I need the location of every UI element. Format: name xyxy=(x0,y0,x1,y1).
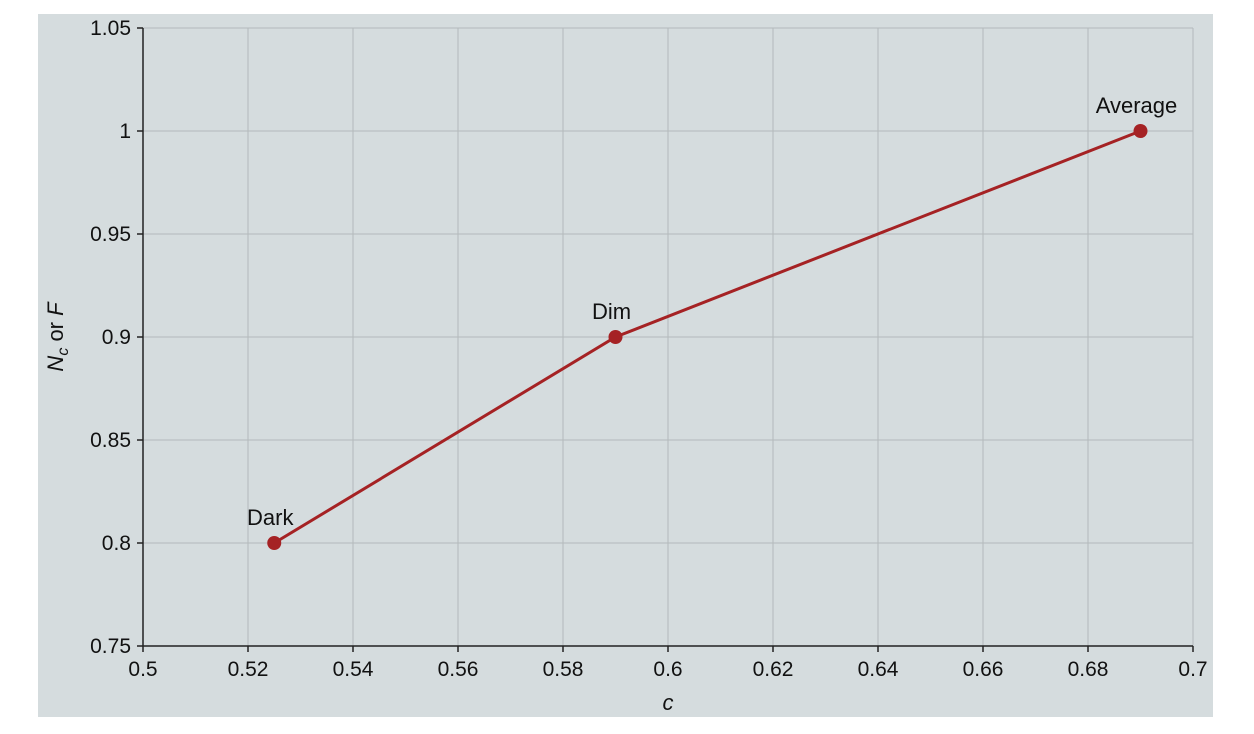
plot-background xyxy=(38,14,1213,717)
series xyxy=(267,124,1148,550)
x-tick-label: 0.5 xyxy=(128,658,157,681)
data-point xyxy=(608,330,623,344)
data-point xyxy=(267,536,282,550)
x-tick-label: 0.64 xyxy=(858,658,899,681)
y-tick-label: 0.85 xyxy=(90,429,131,452)
x-tick-label: 0.56 xyxy=(438,658,479,681)
y-tick-label: 1.05 xyxy=(90,17,131,40)
x-tick-label: 0.68 xyxy=(1068,658,1109,681)
x-axis-title: c xyxy=(663,690,674,715)
x-tick-label: 0.62 xyxy=(753,658,794,681)
axes xyxy=(137,27,1194,652)
x-tick-label: 0.52 xyxy=(228,658,269,681)
y-axis-title-sub: c xyxy=(55,348,72,356)
x-tick-label: 0.66 xyxy=(963,658,1004,681)
y-tick-label: 0.95 xyxy=(90,223,131,246)
grid xyxy=(143,27,1194,646)
point-labels: Dark Dim Average xyxy=(247,93,1177,530)
tick-labels: 0.5 0.52 0.54 0.56 0.58 0.6 0.62 0.64 0.66 0.68 0.… xyxy=(90,17,1207,681)
data-point-label: Average xyxy=(1096,93,1178,118)
y-tick-label: 1 xyxy=(119,120,131,143)
x-tick-label: 0.58 xyxy=(543,658,584,681)
x-tick-label: 0.6 xyxy=(653,658,682,681)
y-tick-label: 0.9 xyxy=(102,326,131,349)
y-axis-title-rest: or xyxy=(43,316,68,348)
y-tick-label: 0.8 xyxy=(102,532,131,555)
data-point-label: Dim xyxy=(592,299,631,324)
data-point-label: Dark xyxy=(247,505,294,530)
y-axis-title-main: N xyxy=(43,356,68,372)
y-tick-label: 0.75 xyxy=(90,635,131,658)
y-axis-title-end: F xyxy=(43,301,68,316)
y-axis-title: Nc or F xyxy=(43,301,72,372)
x-tick-label: 0.7 xyxy=(1178,658,1207,681)
x-tick-label: 0.54 xyxy=(333,658,374,681)
data-point xyxy=(1133,124,1148,138)
